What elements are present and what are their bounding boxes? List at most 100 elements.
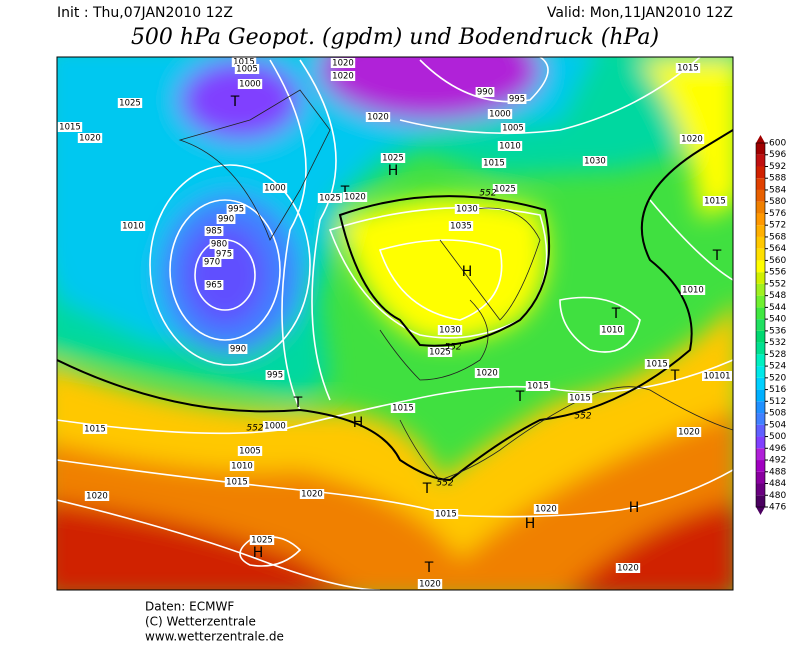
isobar-label-bg (120, 221, 146, 231)
isobar-label-bg (481, 158, 507, 168)
valid-time: Valid: Mon,11JAN2010 12Z (547, 5, 733, 21)
isobar-label-bg (679, 134, 705, 144)
pressure-center: T (611, 306, 621, 322)
colorbar-swatch (756, 307, 765, 320)
colorbar-label: 480 (769, 491, 786, 501)
colorbar-swatch (756, 471, 765, 484)
isobar-label: 1030 (456, 205, 478, 215)
isobar-label: 10101 (703, 372, 730, 382)
isobar-label: 970 (204, 258, 220, 268)
552-contour (57, 129, 733, 482)
colorbar-frame (755, 142, 766, 508)
isobar-label-bg (567, 393, 593, 403)
isobar-label-bg (492, 184, 518, 194)
isobar-label-bg (448, 221, 474, 231)
isobar-label-bg (237, 79, 263, 89)
isobar-label: 975 (216, 250, 232, 260)
isobar-label-bg (262, 183, 288, 193)
isobar-label-bg (224, 477, 250, 487)
isobar-label: 1015 (569, 394, 591, 404)
colorbar-swatch (756, 460, 765, 472)
colorbar-swatch (756, 424, 765, 437)
isobar-label: 1025 (251, 536, 273, 546)
pressure-center: T (293, 395, 303, 411)
isobar-label: 1025 (494, 185, 516, 195)
isobar-label-bg (77, 133, 103, 143)
isobar-label: 1015 (646, 360, 668, 370)
isobar-label-bg (507, 94, 527, 104)
isobar-label: 1015 (226, 478, 248, 488)
colorbar-label: 488 (769, 467, 786, 477)
isobar-label: 1015 (527, 382, 549, 392)
map-field: 10201020101510051000T1025101510201020990… (57, 57, 733, 590)
isobar-label: 1020 (301, 490, 323, 500)
colorbar-swatch (756, 213, 765, 226)
colorbar-label: 560 (769, 256, 786, 266)
isobar-label: 1005 (239, 447, 261, 457)
colorbar-label: 476 (769, 503, 786, 513)
colorbar-label: 556 (769, 268, 786, 278)
colorbar-swatch (756, 319, 765, 331)
colorbar-label: 524 (769, 362, 786, 372)
isobar-label: 1000 (264, 184, 286, 194)
colorbar-swatch (756, 178, 765, 190)
pressure-center: H (353, 415, 364, 431)
isobar-label-bg (117, 98, 143, 108)
isobar-label: 1005 (502, 124, 524, 134)
isobar-label-bg (427, 347, 453, 357)
isobar-label-bg (615, 563, 641, 573)
pressure-center: H (253, 545, 264, 561)
isobar-label-bg (433, 509, 459, 519)
colorbar-label: 588 (769, 174, 786, 184)
isobar-label-bg (249, 535, 275, 545)
pressure-center: H (388, 163, 399, 179)
isobar-label: 995 (228, 205, 244, 215)
colorbar-swatch (756, 330, 765, 343)
colorbar-label: 528 (769, 350, 786, 360)
colorbar-label: 532 (769, 338, 786, 348)
colorbar-swatch (756, 377, 765, 390)
isobar-label: 1015 (84, 425, 106, 435)
colorbar-label: 564 (769, 244, 786, 254)
isobar-label: 1020 (367, 113, 389, 123)
isobar-label-bg (702, 371, 732, 381)
isobar-label: 1020 (617, 564, 639, 574)
isobar-label-bg (500, 123, 526, 133)
contour-label: 552 (574, 412, 591, 422)
isobar-label-bg (82, 424, 108, 434)
colorbar: 4764804844884924965005045085125165205245… (755, 135, 786, 515)
isobar-label: 1030 (439, 326, 461, 336)
colorbar-swatch (756, 272, 765, 284)
isobar-label-bg (454, 204, 480, 214)
colorbar-label: 568 (769, 232, 786, 242)
isobar-label-bg (533, 504, 559, 514)
isobar-label: 980 (211, 240, 227, 250)
map-frame (56, 56, 734, 591)
isobar-label-bg (226, 204, 246, 214)
init-time: Init : Thu,07JAN2010 12Z (57, 5, 233, 21)
colorbar-label: 552 (769, 279, 786, 289)
isobar-label-bg (437, 325, 463, 335)
colorbar-label: 508 (769, 409, 786, 419)
isobar-label: 1035 (450, 222, 472, 232)
isobar-label: 995 (509, 95, 525, 105)
isobar-label: 1020 (86, 492, 108, 502)
colorbar-label: 536 (769, 326, 786, 336)
colorbar-swatch (756, 448, 765, 461)
isobar-label: 1030 (584, 157, 606, 167)
isobar-label: 1000 (489, 110, 511, 120)
colorbar-label: 512 (769, 397, 786, 407)
colorbar-swatch (756, 483, 765, 496)
colorbar-label: 540 (769, 315, 786, 325)
isobar-label: 1015 (392, 404, 414, 414)
isobar-label: 1025 (119, 99, 141, 109)
contour-label: 552 (479, 189, 496, 199)
isobar-label: 1015 (233, 58, 255, 68)
contour-label: 552 (444, 343, 461, 353)
isobar-label-bg (676, 427, 702, 437)
isobar-label: 1005 (236, 65, 258, 75)
isobar-label-bg (390, 403, 416, 413)
footer-line: (C) Wetterzentrale (145, 615, 256, 629)
isobar-label-bg (299, 489, 325, 499)
isobar-label: 1020 (332, 59, 354, 69)
